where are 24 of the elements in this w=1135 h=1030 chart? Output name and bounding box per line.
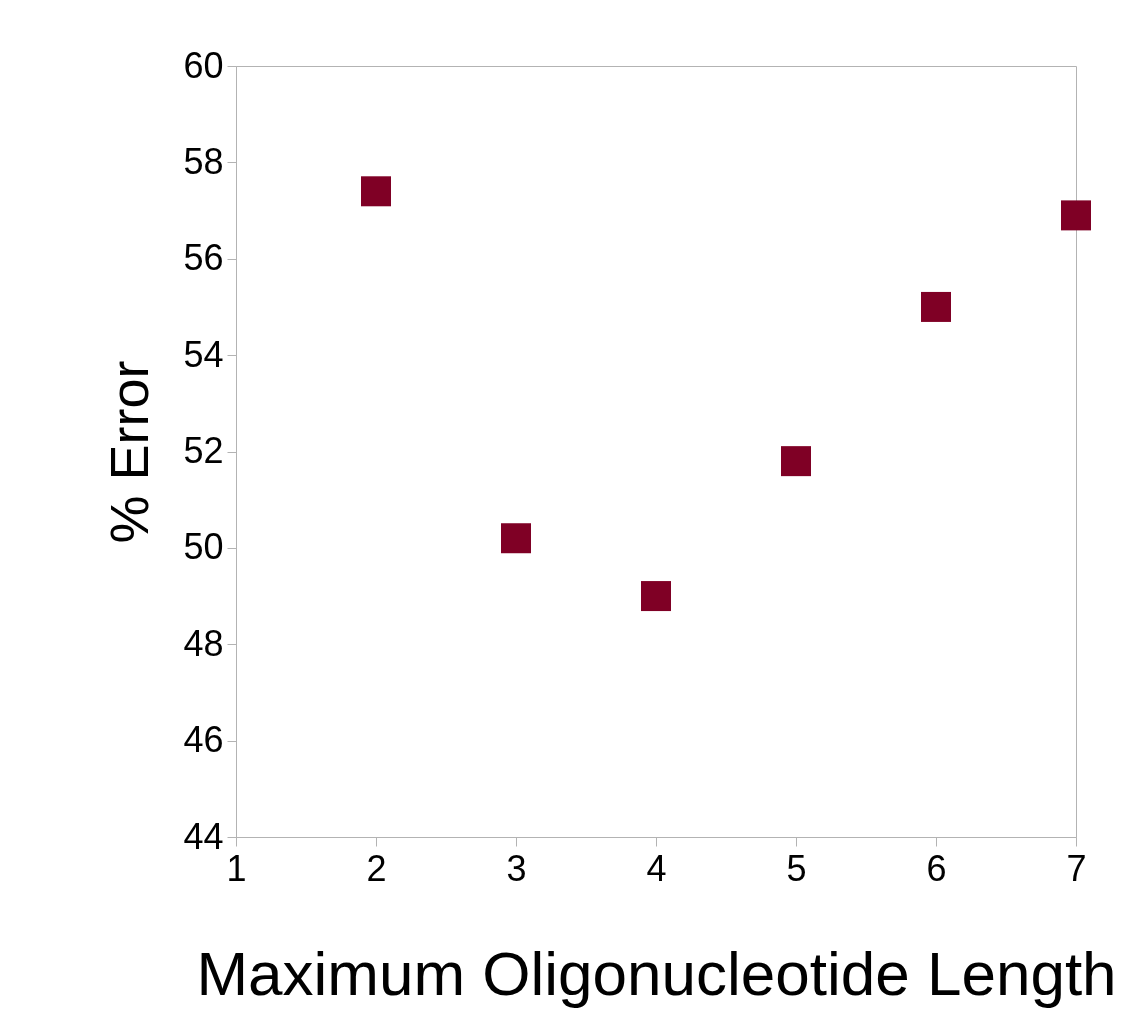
x-axis-title: Maximum Oligonucleotide Length xyxy=(196,938,1117,1008)
y-tick-label: 44 xyxy=(183,815,224,857)
point xyxy=(501,523,531,554)
y-tick-label: 54 xyxy=(183,333,224,375)
y-tick-label: 46 xyxy=(183,719,224,761)
x-tick-label: 4 xyxy=(646,847,667,889)
x-tick-label: 7 xyxy=(1066,847,1087,889)
y-tick-label: 52 xyxy=(183,430,224,471)
point xyxy=(361,176,391,207)
point xyxy=(781,446,811,477)
x-tick-label: 3 xyxy=(506,847,527,889)
y-tick-label: 58 xyxy=(183,140,224,182)
y-tick-label: 50 xyxy=(183,526,224,568)
x-tick-label: 5 xyxy=(786,847,807,889)
y-axis-title: % Error xyxy=(99,360,160,544)
point xyxy=(921,291,951,322)
point xyxy=(1061,200,1091,231)
y-tick-label: 48 xyxy=(183,622,224,664)
point xyxy=(641,581,671,612)
x-tick-label: 1 xyxy=(226,847,247,889)
y-tick-label: 60 xyxy=(183,44,224,86)
x-tick-label: 6 xyxy=(926,847,947,889)
y-tick-label: 56 xyxy=(183,237,224,279)
x-tick-label: 2 xyxy=(366,847,387,889)
